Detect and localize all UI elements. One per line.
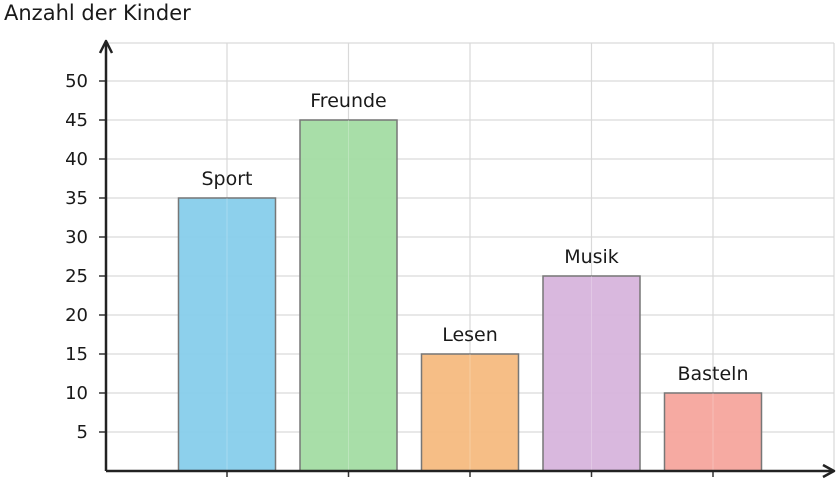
bar-label-freunde: Freunde	[310, 90, 386, 112]
y-tick-label: 20	[65, 305, 88, 326]
labels: 5 10 15 20 25 30 35 40 45 50 Sport Freunde Lesen Musi…	[65, 71, 748, 443]
y-tick-label: 5	[77, 422, 88, 443]
bar-musik	[542, 275, 641, 472]
y-tick-label: 25	[65, 266, 88, 287]
y-tick-label: 10	[65, 383, 88, 404]
x-axis-arrow	[822, 463, 836, 479]
bar-sport	[177, 197, 277, 472]
bars	[177, 119, 763, 472]
bar-freunde	[299, 119, 398, 472]
y-tick-label: 40	[65, 149, 88, 170]
y-tick-label: 15	[65, 344, 88, 365]
axes	[98, 39, 836, 479]
y-tick-label: 30	[65, 227, 88, 248]
bar-lesen	[420, 353, 520, 472]
y-tick-label: 45	[65, 110, 88, 131]
bar-label-sport: Sport	[201, 168, 252, 190]
bar-label-musik: Musik	[564, 246, 619, 268]
y-axis-title: Anzahl der Kinder	[4, 1, 191, 25]
y-axis-arrow	[98, 39, 114, 54]
bar-basteln	[663, 392, 763, 472]
y-tick-label: 35	[65, 188, 88, 209]
y-tick-label: 50	[65, 71, 88, 92]
bar-label-lesen: Lesen	[442, 324, 498, 346]
bar-label-basteln: Basteln	[677, 363, 748, 385]
